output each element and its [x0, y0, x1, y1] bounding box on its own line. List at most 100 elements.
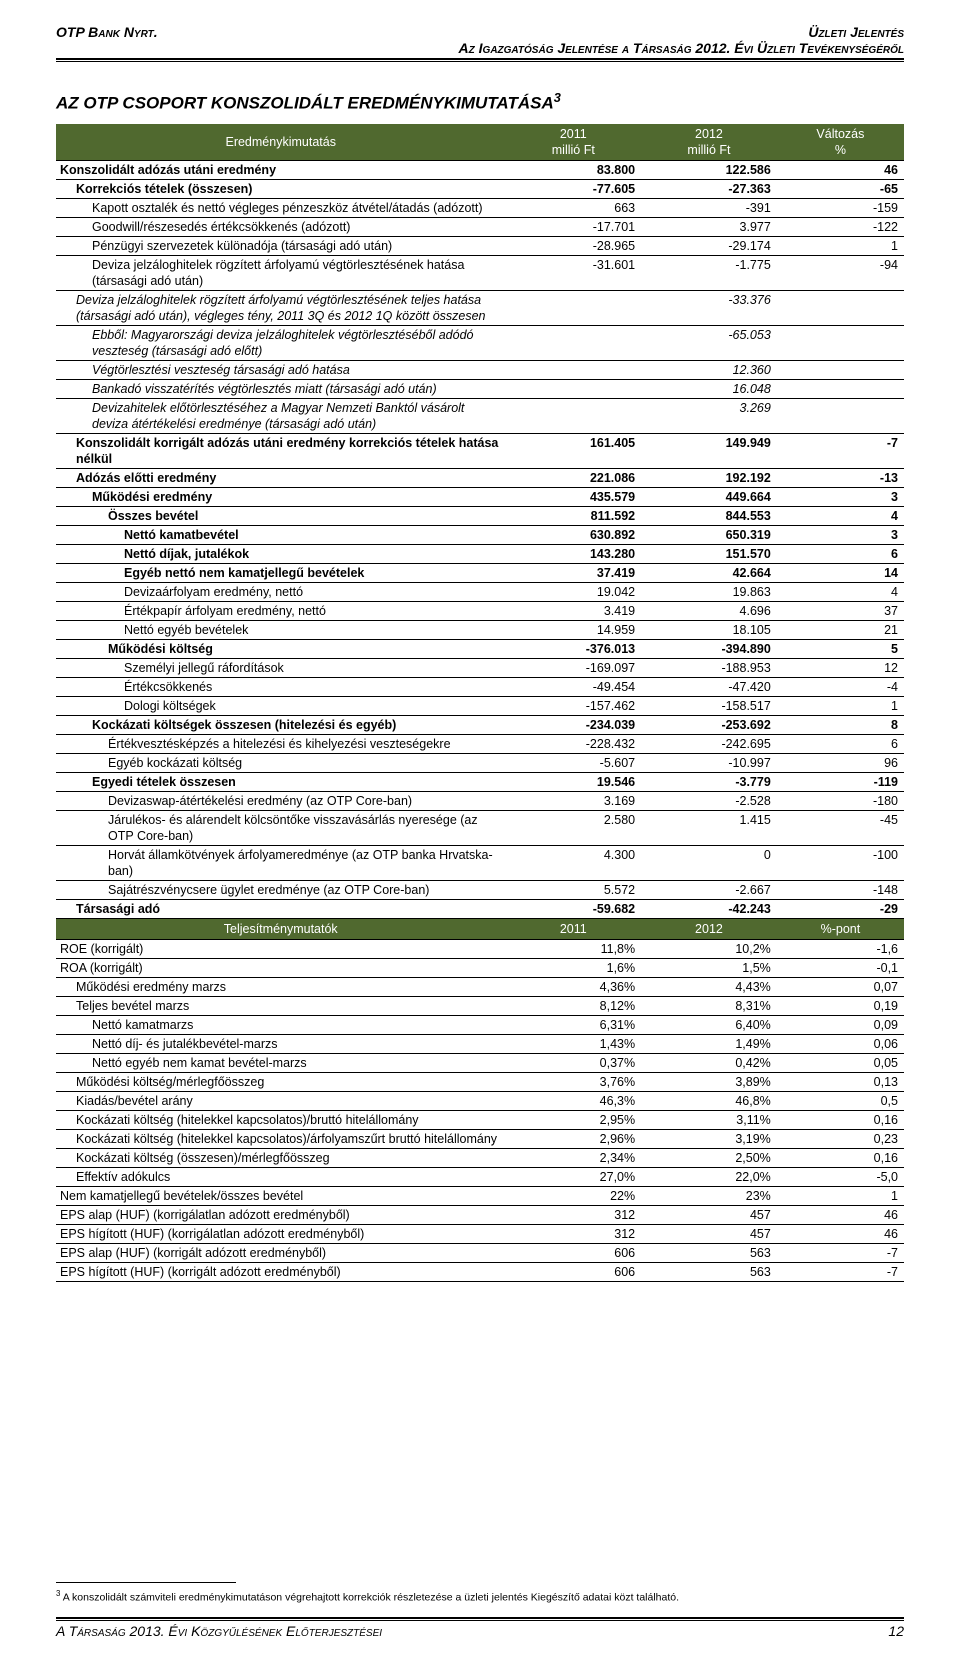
row-value: -4 [777, 677, 904, 696]
table-row: Ebből: Magyarországi deviza jelzáloghite… [56, 325, 904, 360]
row-value: 0,05 [777, 1053, 904, 1072]
table-row: Kiadás/bevétel arány46,3%46,8%0,5 [56, 1091, 904, 1110]
row-value: 83.800 [505, 160, 641, 179]
row-value: 1,43% [505, 1034, 641, 1053]
table-row: Működési eredmény435.579449.6643 [56, 487, 904, 506]
table-row: Kockázati költség (összesen)/mérlegfőöss… [56, 1148, 904, 1167]
row-value: -1,6 [777, 939, 904, 958]
table-row: Személyi jellegű ráfordítások-169.097-18… [56, 658, 904, 677]
row-value: 3,11% [641, 1110, 777, 1129]
table-row: ROE (korrigált)11,8%10,2%-1,6 [56, 939, 904, 958]
row-value: -188.953 [641, 658, 777, 677]
row-value: 435.579 [505, 487, 641, 506]
row-value: -100 [777, 845, 904, 880]
table-row: Nettó díjak, jutalékok143.280151.5706 [56, 544, 904, 563]
row-value: 3,19% [641, 1129, 777, 1148]
row-label: Kockázati költség (hitelekkel kapcsolato… [56, 1110, 505, 1129]
row-label: Horvát államkötvények árfolyameredménye … [56, 845, 505, 880]
row-value: 22,0% [641, 1167, 777, 1186]
row-value: 14 [777, 563, 904, 582]
row-value: 19.042 [505, 582, 641, 601]
table-row: Működési eredmény marzs4,36%4,43%0,07 [56, 977, 904, 996]
row-value: -7 [777, 1243, 904, 1262]
table-row: Konszolidált korrigált adózás utáni ered… [56, 433, 904, 468]
row-value: 18.105 [641, 620, 777, 639]
row-value: 5.572 [505, 880, 641, 899]
table1-header-row: Eredménykimutatás 2011millió Ft 2012mill… [56, 124, 904, 161]
row-value: -45 [777, 810, 904, 845]
row-value: 0,07 [777, 977, 904, 996]
row-value: -242.695 [641, 734, 777, 753]
footnote-rule [56, 1582, 236, 1583]
table-row: Egyéb kockázati költség-5.607-10.99796 [56, 753, 904, 772]
row-value: 5 [777, 639, 904, 658]
row-label: EPS hígított (HUF) (korrigált adózott er… [56, 1262, 505, 1281]
row-value: 0,5 [777, 1091, 904, 1110]
table-row: Járulékos- és alárendelt kölcsöntőke vis… [56, 810, 904, 845]
row-value: -65.053 [641, 325, 777, 360]
table-row: Működési költség-376.013-394.8905 [56, 639, 904, 658]
table-row: EPS hígított (HUF) (korrigálatlan adózot… [56, 1224, 904, 1243]
table-row: Korrekciós tételek (összesen)-77.605-27.… [56, 179, 904, 198]
row-label: Összes bevétel [56, 506, 505, 525]
row-value: 27,0% [505, 1167, 641, 1186]
row-value: 449.664 [641, 487, 777, 506]
row-value: 46 [777, 1205, 904, 1224]
row-value: 630.892 [505, 525, 641, 544]
footer-left: A Társaság 2013. Évi Közgyűlésének Előte… [56, 1623, 382, 1639]
row-label: Kockázati költség (hitelekkel kapcsolato… [56, 1129, 505, 1148]
row-label: Konszolidált korrigált adózás utáni ered… [56, 433, 505, 468]
row-label: Értékcsökkenés [56, 677, 505, 696]
footer-rule [56, 1617, 904, 1621]
row-label: Egyéb kockázati költség [56, 753, 505, 772]
row-value: 1 [777, 236, 904, 255]
row-value: -13 [777, 468, 904, 487]
row-value: 42.664 [641, 563, 777, 582]
table-row: Goodwill/részesedés értékcsökkenés (adóz… [56, 217, 904, 236]
table-row: Kockázati költség (hitelekkel kapcsolato… [56, 1129, 904, 1148]
footnote: 3 A konszolidált számviteli eredménykimu… [56, 1589, 904, 1605]
row-value: 0,13 [777, 1072, 904, 1091]
row-value: 96 [777, 753, 904, 772]
row-value [777, 325, 904, 360]
row-value: -1.775 [641, 255, 777, 290]
row-value: -28.965 [505, 236, 641, 255]
row-label: EPS alap (HUF) (korrigálatlan adózott er… [56, 1205, 505, 1224]
row-value: -3.779 [641, 772, 777, 791]
row-value: 4.300 [505, 845, 641, 880]
table-row: Deviza jelzáloghitelek rögzített árfolya… [56, 255, 904, 290]
row-value: 0,16 [777, 1148, 904, 1167]
row-value: -10.997 [641, 753, 777, 772]
row-value: 46,3% [505, 1091, 641, 1110]
table-row: Kapott osztalék és nettó végleges pénzes… [56, 198, 904, 217]
row-value: 11,8% [505, 939, 641, 958]
table-row: Nettó díj- és jutalékbevétel-marzs1,43%1… [56, 1034, 904, 1053]
header-rule [56, 58, 904, 62]
row-value: -65 [777, 179, 904, 198]
th-change: Változás% [777, 124, 904, 161]
table-row: Működési költség/mérlegfőösszeg3,76%3,89… [56, 1072, 904, 1091]
table-row: ROA (korrigált)1,6%1,5%-0,1 [56, 958, 904, 977]
row-value: 3 [777, 525, 904, 544]
table-row: Kockázati költség (hitelekkel kapcsolato… [56, 1110, 904, 1129]
row-value [505, 325, 641, 360]
table-row: Nettó kamatmarzs6,31%6,40%0,09 [56, 1015, 904, 1034]
row-value: 563 [641, 1243, 777, 1262]
row-value: 2,34% [505, 1148, 641, 1167]
row-value: -234.039 [505, 715, 641, 734]
row-value: -7 [777, 1262, 904, 1281]
row-value: 1 [777, 1186, 904, 1205]
row-label: Értékvesztésképzés a hitelezési és kihel… [56, 734, 505, 753]
table-row: EPS alap (HUF) (korrigálatlan adózott er… [56, 1205, 904, 1224]
table-row: Értékcsökkenés-49.454-47.420-4 [56, 677, 904, 696]
row-value: -228.432 [505, 734, 641, 753]
row-label: EPS hígított (HUF) (korrigálatlan adózot… [56, 1224, 505, 1243]
row-label: Működési eredmény marzs [56, 977, 505, 996]
row-value: 1 [777, 696, 904, 715]
row-value: 6 [777, 544, 904, 563]
row-value: 37.419 [505, 563, 641, 582]
row-value: 4,43% [641, 977, 777, 996]
row-value: -29 [777, 899, 904, 918]
row-value: -158.517 [641, 696, 777, 715]
row-value: 312 [505, 1205, 641, 1224]
